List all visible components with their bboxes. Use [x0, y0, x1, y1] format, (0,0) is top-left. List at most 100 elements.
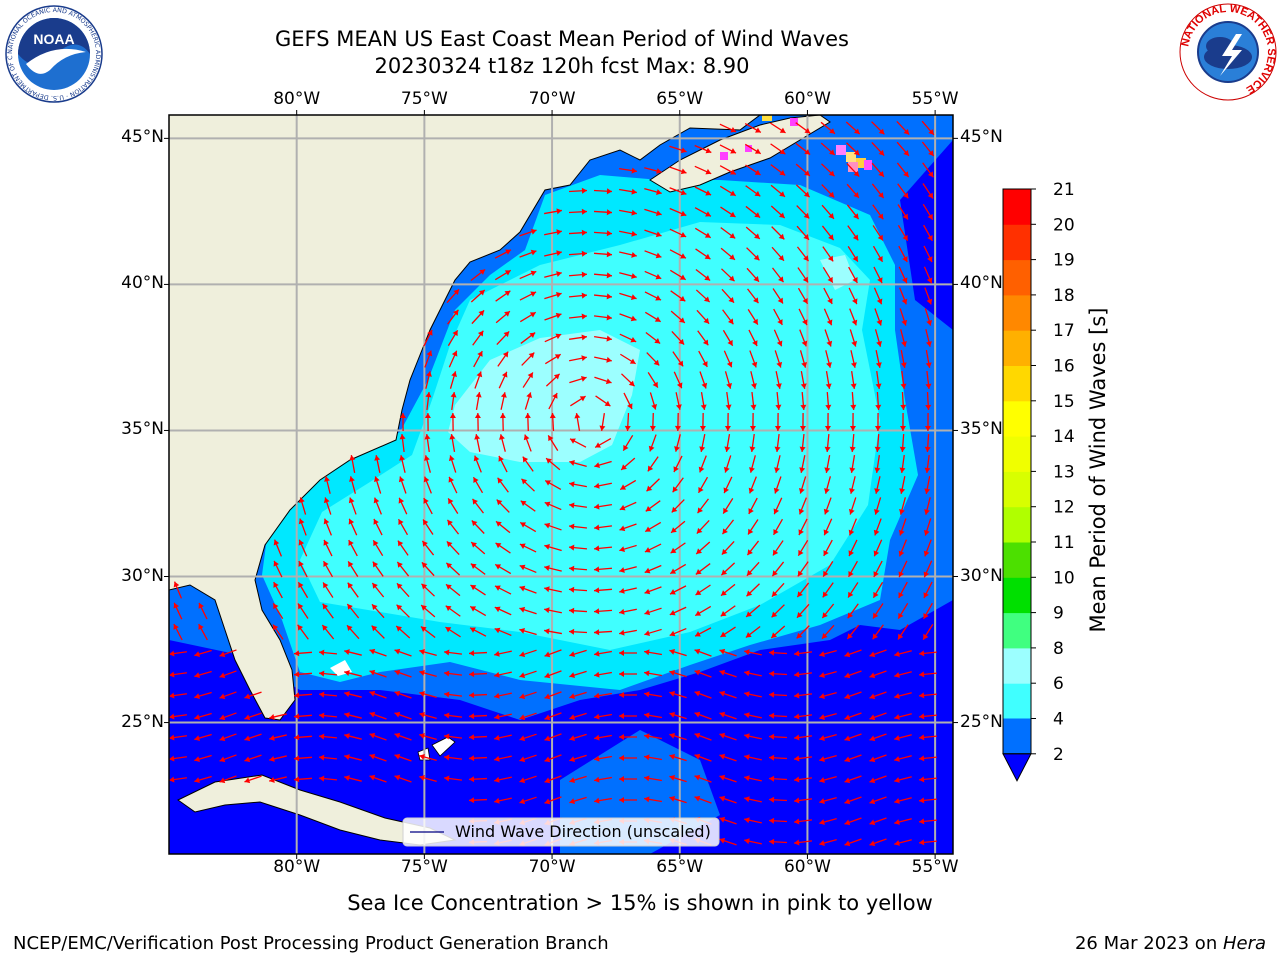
wave-direction-arrow [823, 497, 832, 515]
wave-direction-arrow [394, 774, 412, 783]
wave-direction-arrow [498, 371, 508, 389]
wave-direction-arrow [545, 457, 561, 471]
wave-direction-arrow [471, 309, 485, 325]
lat-tick-label: 35°N [121, 419, 164, 440]
wave-direction-arrow [346, 603, 360, 619]
wave-direction-arrow [850, 371, 857, 389]
wave-direction-arrow [322, 603, 334, 619]
wave-direction-arrow [594, 755, 612, 762]
wave-direction-arrow [494, 249, 512, 259]
footer-date-text: 26 Mar 2023 on [1074, 933, 1223, 954]
wave-direction-arrow [820, 142, 836, 156]
wave-direction-arrow [594, 713, 612, 720]
wave-direction-arrow [750, 391, 757, 411]
wave-direction-arrow [825, 371, 832, 389]
ocean-period-8-9-ne [820, 255, 855, 290]
wave-direction-arrow [544, 649, 562, 658]
wave-direction-arrow [819, 650, 837, 657]
wave-direction-arrow [795, 122, 811, 134]
wave-direction-arrow [346, 624, 360, 640]
wave-direction-arrow [645, 500, 661, 512]
wave-direction-arrow [547, 435, 559, 451]
wave-direction-arrow [344, 649, 362, 656]
wave-direction-arrow [846, 183, 860, 199]
wave-direction-arrow [918, 650, 938, 657]
wave-direction-arrow [719, 165, 737, 175]
wave-direction-arrow [494, 563, 512, 575]
wave-direction-arrow [424, 412, 431, 432]
wave-direction-arrow [169, 650, 188, 657]
wave-direction-arrow [918, 776, 938, 783]
colorbar-swatch [1003, 683, 1031, 719]
wave-direction-arrow [323, 539, 333, 557]
colorbar-tick-label: 10 [1053, 568, 1075, 588]
wave-direction-arrow [918, 692, 938, 699]
wave-direction-arrow [593, 524, 613, 531]
wave-direction-arrow [800, 391, 807, 411]
wave-direction-arrow [921, 120, 935, 136]
wave-direction-arrow [793, 797, 813, 804]
wave-direction-arrow [369, 648, 387, 657]
wave-direction-arrow [894, 818, 912, 825]
wave-direction-arrow [800, 371, 807, 389]
wave-direction-arrow [875, 350, 882, 368]
wave-direction-arrow [568, 586, 588, 593]
wave-direction-arrow [924, 308, 933, 326]
wave-direction-arrow [371, 582, 385, 598]
wave-direction-arrow [669, 145, 687, 154]
wave-direction-arrow [819, 734, 837, 741]
wave-direction-arrow [494, 776, 512, 783]
wave-direction-arrow [925, 370, 932, 390]
wave-direction-arrow [594, 671, 612, 678]
wave-direction-arrow [923, 266, 933, 284]
wave-direction-arrow [474, 371, 483, 389]
wave-direction-arrow [845, 121, 861, 135]
wave-direction-arrow [468, 671, 488, 678]
wave-direction-arrow [269, 755, 287, 762]
wave-direction-arrow [872, 603, 884, 619]
wave-direction-arrow [773, 497, 783, 515]
wave-direction-arrow [746, 583, 760, 597]
wave-direction-arrow [569, 775, 587, 784]
wave-direction-arrow [925, 329, 932, 347]
lon-tick-label: 70°W [528, 857, 576, 877]
wave-direction-arrow [646, 352, 660, 366]
wave-direction-arrow [918, 713, 938, 720]
wave-direction-arrow [593, 545, 613, 552]
wave-direction-arrow [499, 434, 506, 452]
colorbar-swatch [1003, 647, 1031, 684]
wave-direction-arrow [694, 732, 712, 741]
wave-direction-arrow [447, 498, 459, 514]
wave-direction-arrow [719, 732, 737, 741]
wave-direction-arrow [468, 713, 488, 720]
wave-direction-arrow [844, 817, 862, 826]
wave-direction-arrow [819, 755, 837, 762]
wave-direction-arrow [772, 288, 784, 304]
wave-direction-arrow [793, 755, 813, 762]
wave-direction-arrow [494, 606, 512, 616]
wave-direction-arrow [770, 122, 786, 134]
wave-direction-arrow [644, 543, 662, 553]
wave-direction-arrow [669, 669, 687, 678]
wave-direction-arrow [669, 732, 687, 741]
wave-direction-arrow [544, 522, 562, 531]
wave-direction-arrow [394, 669, 412, 678]
wave-direction-arrow [918, 755, 938, 762]
wave-direction-arrow [344, 733, 362, 740]
wave-direction-arrow [519, 585, 537, 594]
lon-tick-label: 65°W [656, 857, 704, 877]
wave-direction-arrow [824, 412, 831, 432]
wave-direction-arrow [844, 691, 862, 700]
wave-direction-arrow [494, 585, 512, 595]
wave-direction-arrow [394, 732, 412, 741]
wave-direction-arrow [449, 371, 458, 389]
wave-direction-arrow [844, 838, 862, 847]
wave-direction-arrow [293, 692, 313, 699]
wave-direction-arrow [819, 692, 837, 699]
wave-direction-arrow [344, 712, 362, 719]
wave-direction-arrow [847, 225, 859, 241]
wave-direction-arrow [669, 585, 687, 595]
land-nova-scotia [649, 115, 831, 193]
wave-direction-arrow [568, 208, 588, 215]
wave-direction-arrow [470, 541, 486, 555]
